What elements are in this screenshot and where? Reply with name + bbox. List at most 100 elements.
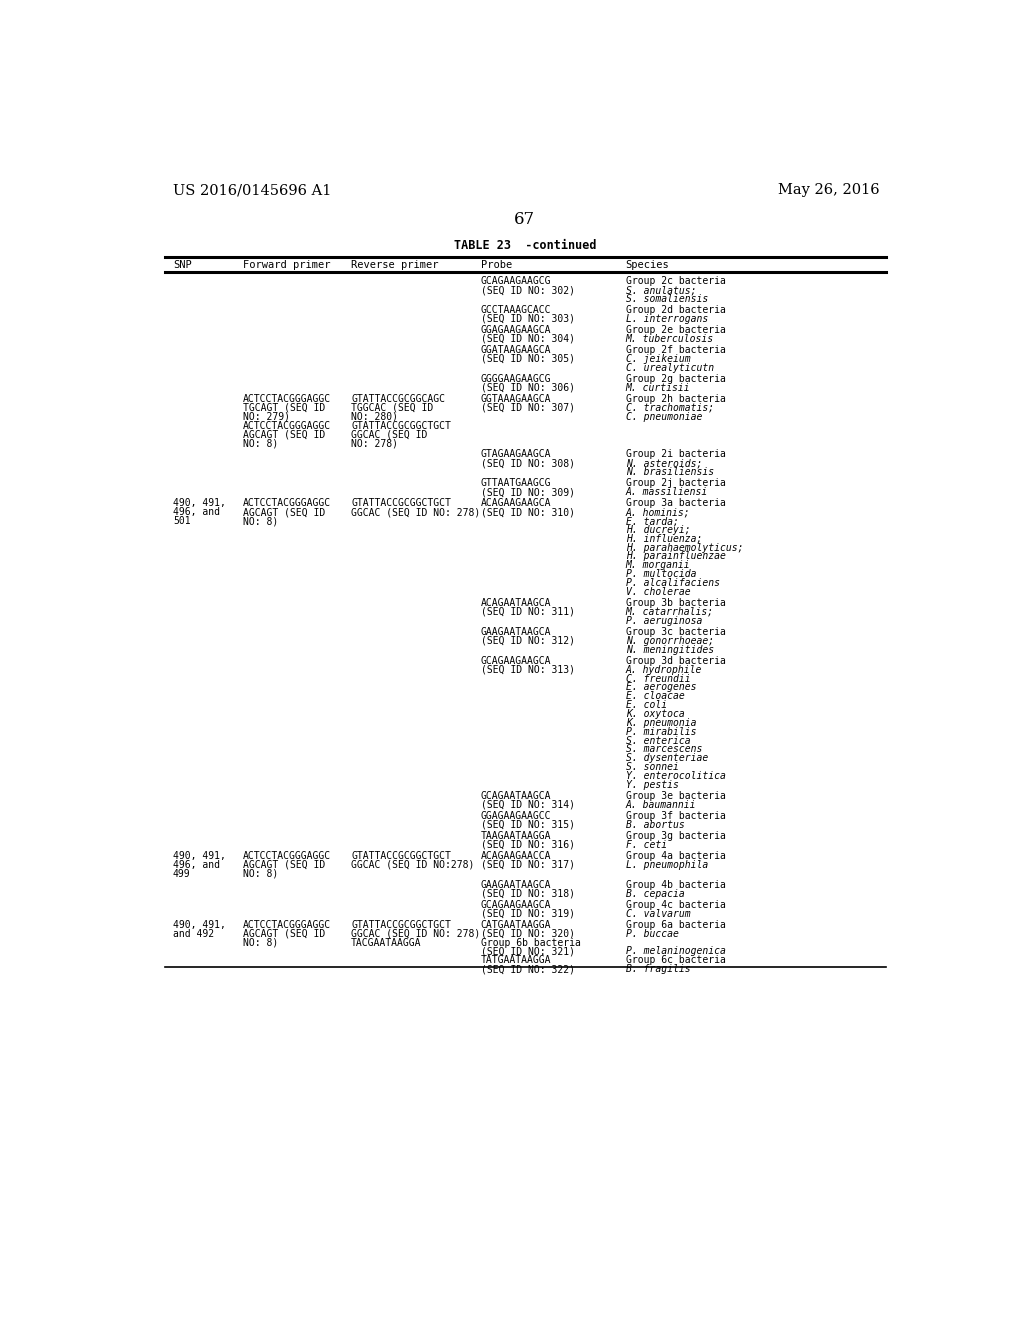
Text: Group 4c bacteria: Group 4c bacteria (626, 900, 725, 909)
Text: (SEQ ID NO: 306): (SEQ ID NO: 306) (480, 383, 574, 393)
Text: B. cepacia: B. cepacia (626, 888, 684, 899)
Text: 496, and: 496, and (173, 859, 220, 870)
Text: 490, 491,: 490, 491, (173, 499, 226, 508)
Text: Y. pestis: Y. pestis (626, 780, 679, 789)
Text: CATGAATAAGGA: CATGAATAAGGA (480, 920, 551, 929)
Text: Y. enterocolitica: Y. enterocolitica (626, 771, 725, 781)
Text: Reverse primer: Reverse primer (351, 260, 438, 271)
Text: Group 4a bacteria: Group 4a bacteria (626, 851, 725, 861)
Text: GAAGAATAAGCA: GAAGAATAAGCA (480, 627, 551, 638)
Text: GGAGAAGAAGCA: GGAGAAGAAGCA (480, 325, 551, 335)
Text: (SEQ ID NO: 305): (SEQ ID NO: 305) (480, 354, 574, 364)
Text: N. gonorrhoeae;: N. gonorrhoeae; (626, 636, 714, 645)
Text: (SEQ ID NO: 318): (SEQ ID NO: 318) (480, 888, 574, 899)
Text: AGCAGT (SEQ ID: AGCAGT (SEQ ID (243, 859, 325, 870)
Text: GTATTACCGCGGCAGC: GTATTACCGCGGCAGC (351, 395, 445, 404)
Text: NO: 280): NO: 280) (351, 412, 398, 421)
Text: S. somaliensis: S. somaliensis (626, 294, 708, 304)
Text: (SEQ ID NO: 313): (SEQ ID NO: 313) (480, 665, 574, 675)
Text: AGCAGT (SEQ ID: AGCAGT (SEQ ID (243, 507, 325, 517)
Text: S. anulatus;: S. anulatus; (626, 285, 696, 296)
Text: (SEQ ID NO: 314): (SEQ ID NO: 314) (480, 800, 574, 809)
Text: GGTAAAGAAGCA: GGTAAAGAAGCA (480, 395, 551, 404)
Text: M. morganii: M. morganii (626, 561, 690, 570)
Text: GGATAAGAAGCA: GGATAAGAAGCA (480, 345, 551, 355)
Text: (SEQ ID NO: 315): (SEQ ID NO: 315) (480, 820, 574, 830)
Text: NO: 8): NO: 8) (243, 438, 278, 449)
Text: (SEQ ID NO: 310): (SEQ ID NO: 310) (480, 507, 574, 517)
Text: P. alcalifaciens: P. alcalifaciens (626, 578, 720, 587)
Text: ACTCCTACGGGAGGC: ACTCCTACGGGAGGC (243, 421, 331, 430)
Text: (SEQ ID NO: 320): (SEQ ID NO: 320) (480, 929, 574, 939)
Text: H. ducreyi;: H. ducreyi; (626, 525, 690, 535)
Text: Group 2f bacteria: Group 2f bacteria (626, 345, 725, 355)
Text: N. asteroids;: N. asteroids; (626, 458, 701, 469)
Text: Group 3e bacteria: Group 3e bacteria (626, 791, 725, 801)
Text: GCCTAAAGCACC: GCCTAAAGCACC (480, 305, 551, 315)
Text: GGCAC (SEQ ID NO: 278): GGCAC (SEQ ID NO: 278) (351, 507, 480, 517)
Text: C. urealyticutn: C. urealyticutn (626, 363, 714, 372)
Text: 496, and: 496, and (173, 507, 220, 517)
Text: Group 3d bacteria: Group 3d bacteria (626, 656, 725, 665)
Text: A. baumannii: A. baumannii (626, 800, 696, 809)
Text: C. jeikeium: C. jeikeium (626, 354, 690, 364)
Text: (SEQ ID NO: 309): (SEQ ID NO: 309) (480, 487, 574, 498)
Text: P. mirabilis: P. mirabilis (626, 726, 696, 737)
Text: S. dysenteriae: S. dysenteriae (626, 754, 708, 763)
Text: Forward primer: Forward primer (243, 260, 330, 271)
Text: Species: Species (626, 260, 670, 271)
Text: (SEQ ID NO: 307): (SEQ ID NO: 307) (480, 403, 574, 413)
Text: (SEQ ID NO: 303): (SEQ ID NO: 303) (480, 314, 574, 323)
Text: Group 2j bacteria: Group 2j bacteria (626, 478, 725, 488)
Text: NO: 279): NO: 279) (243, 412, 290, 421)
Text: L. interrogans: L. interrogans (626, 314, 708, 323)
Text: A. hydrophile: A. hydrophile (626, 665, 701, 675)
Text: GCAGAATAAGCA: GCAGAATAAGCA (480, 791, 551, 801)
Text: NO: 8): NO: 8) (243, 516, 278, 527)
Text: K. oxytoca: K. oxytoca (626, 709, 684, 719)
Text: GAAGAATAAGCA: GAAGAATAAGCA (480, 880, 551, 890)
Text: TGGCAC (SEQ ID: TGGCAC (SEQ ID (351, 403, 433, 413)
Text: NO: 8): NO: 8) (243, 937, 278, 948)
Text: B. abortus: B. abortus (626, 820, 684, 830)
Text: TGCAGT (SEQ ID: TGCAGT (SEQ ID (243, 403, 325, 413)
Text: A. massiliensi: A. massiliensi (626, 487, 708, 498)
Text: (SEQ ID NO: 322): (SEQ ID NO: 322) (480, 964, 574, 974)
Text: TABLE 23  -continued: TABLE 23 -continued (454, 239, 596, 252)
Text: GTATTACCGCGGCTGCT: GTATTACCGCGGCTGCT (351, 421, 452, 430)
Text: (SEQ ID NO: 304): (SEQ ID NO: 304) (480, 334, 574, 345)
Text: TACGAATAAGGA: TACGAATAAGGA (351, 937, 422, 948)
Text: S. sonnei: S. sonnei (626, 762, 679, 772)
Text: GTAGAAGAAGCA: GTAGAAGAAGCA (480, 449, 551, 459)
Text: Probe: Probe (480, 260, 512, 271)
Text: C. valvarum: C. valvarum (626, 908, 690, 919)
Text: Group 2h bacteria: Group 2h bacteria (626, 395, 725, 404)
Text: C. pneumoniae: C. pneumoniae (626, 412, 701, 421)
Text: NO: 8): NO: 8) (243, 869, 278, 879)
Text: V. cholerae: V. cholerae (626, 587, 690, 597)
Text: SNP: SNP (173, 260, 191, 271)
Text: Group 2i bacteria: Group 2i bacteria (626, 449, 725, 459)
Text: Group 6b bacteria: Group 6b bacteria (480, 937, 581, 948)
Text: (SEQ ID NO: 312): (SEQ ID NO: 312) (480, 636, 574, 645)
Text: N. meningitides: N. meningitides (626, 644, 714, 655)
Text: AGCAGT (SEQ ID: AGCAGT (SEQ ID (243, 929, 325, 939)
Text: E. tarda;: E. tarda; (626, 516, 679, 527)
Text: (SEQ ID NO: 319): (SEQ ID NO: 319) (480, 908, 574, 919)
Text: P. aeruginosa: P. aeruginosa (626, 615, 701, 626)
Text: (SEQ ID NO: 316): (SEQ ID NO: 316) (480, 840, 574, 850)
Text: E. coli: E. coli (626, 700, 667, 710)
Text: GGGGAAGAAGCG: GGGGAAGAAGCG (480, 374, 551, 384)
Text: Group 6c bacteria: Group 6c bacteria (626, 956, 725, 965)
Text: Group 3g bacteria: Group 3g bacteria (626, 832, 725, 841)
Text: and 492: and 492 (173, 929, 214, 939)
Text: S. enterica: S. enterica (626, 735, 690, 746)
Text: Group 3c bacteria: Group 3c bacteria (626, 627, 725, 638)
Text: ACAGAATAAGCA: ACAGAATAAGCA (480, 598, 551, 609)
Text: Group 6a bacteria: Group 6a bacteria (626, 920, 725, 929)
Text: GCAGAAGAAGCA: GCAGAAGAAGCA (480, 656, 551, 665)
Text: (SEQ ID NO: 308): (SEQ ID NO: 308) (480, 458, 574, 469)
Text: Group 2g bacteria: Group 2g bacteria (626, 374, 725, 384)
Text: H. influenza;: H. influenza; (626, 533, 701, 544)
Text: GTATTACCGCGGCTGCT: GTATTACCGCGGCTGCT (351, 499, 452, 508)
